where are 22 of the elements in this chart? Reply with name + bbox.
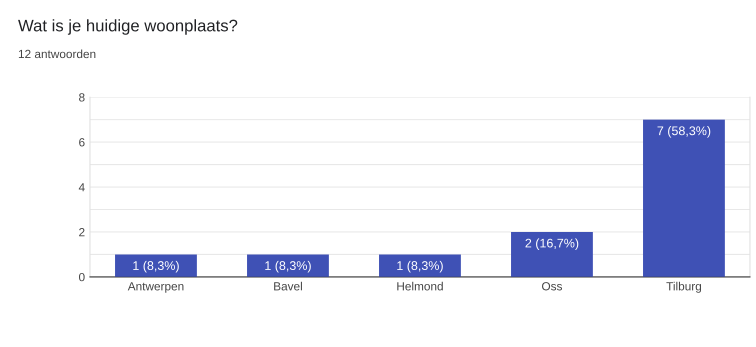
data-label: 7 (58,3%) <box>658 126 710 138</box>
y-tick-label: 0 <box>79 272 85 282</box>
chart-title: Wat is je huidige woonplaats? <box>18 19 238 35</box>
y-tick-label: 8 <box>79 93 85 102</box>
x-tick-label: Tilburg <box>666 282 702 293</box>
bar <box>247 254 329 277</box>
y-tick-label: 2 <box>79 228 85 236</box>
x-tick-label: Helmond <box>397 282 443 290</box>
bar <box>115 254 197 277</box>
bar <box>379 254 461 277</box>
data-label: 2 (16,7%) <box>525 238 578 250</box>
bar <box>643 120 725 277</box>
x-tick-label: Bavel <box>274 282 302 290</box>
bar <box>511 232 593 277</box>
chart-subtitle: 12 antwoorden <box>18 50 96 58</box>
data-label: 1 (8,3%) <box>265 260 311 272</box>
data-label: 1 (8,3%) <box>133 260 179 272</box>
data-label: 1 (8,3%) <box>397 260 443 272</box>
y-tick-label: 4 <box>78 183 85 192</box>
x-tick-label: Oss <box>542 282 562 290</box>
x-tick-label: Antwerpen <box>128 282 184 293</box>
y-tick-label: 6 <box>79 138 85 146</box>
